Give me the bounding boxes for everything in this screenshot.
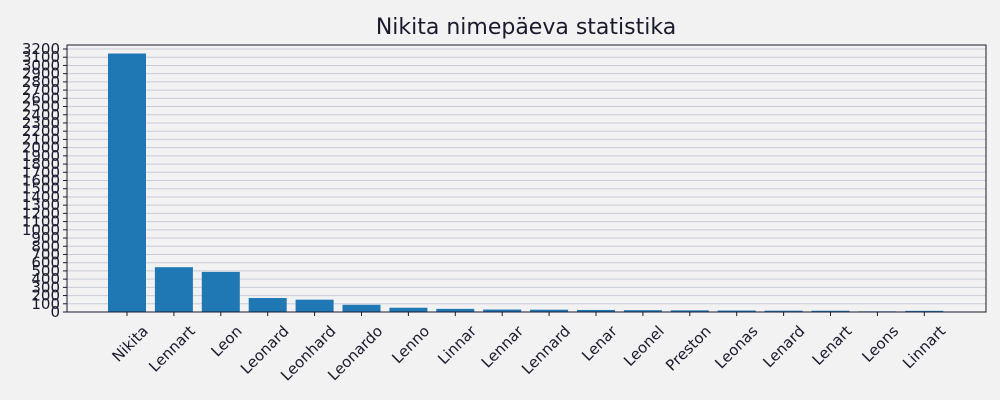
y-tick-label: 3000	[22, 56, 60, 74]
x-tick-label: Lennard	[518, 322, 574, 378]
y-tick-label: 3100	[22, 48, 60, 66]
bar-lenar	[577, 309, 615, 312]
bar-preston	[670, 310, 709, 312]
y-tick-label: 2400	[22, 106, 60, 124]
bar-nikita	[108, 53, 146, 312]
bar-leon	[201, 271, 240, 312]
x-tick-label: Preston	[662, 322, 714, 374]
y-tick-label: 2000	[22, 139, 60, 157]
y-tick-label: 1000	[22, 221, 60, 239]
y-tick-label: 1500	[22, 180, 60, 198]
x-tick-label: Leon	[207, 322, 245, 360]
y-tick-label: 1800	[22, 155, 60, 173]
bar-linnar	[436, 308, 475, 312]
x-tick-label: Leonel	[620, 322, 668, 370]
x-tick-label: Lennart	[145, 322, 199, 376]
y-tick-label: 400	[31, 270, 60, 288]
y-tick-label: 2500	[22, 98, 60, 116]
y-tick-label: 1600	[22, 172, 60, 190]
y-tick-label: 500	[31, 262, 60, 280]
bar-leonardo	[342, 304, 381, 312]
y-tick-label: 2300	[22, 114, 60, 132]
x-tick-label: Lenard	[759, 322, 808, 371]
plot-frame	[66, 44, 987, 313]
y-tick-label: 2600	[22, 89, 60, 107]
x-tick-label: Lenart	[809, 322, 856, 369]
y-tick-label: 600	[31, 254, 60, 272]
x-tick-label: Nikita	[108, 322, 151, 365]
y-tick-label: 100	[31, 295, 60, 313]
y-tick-label: 1200	[22, 204, 60, 222]
y-tick-label: 2800	[22, 73, 60, 91]
y-tick-label: 800	[31, 237, 60, 255]
bar-leonard	[248, 298, 287, 312]
y-tick-label: 1400	[22, 188, 60, 206]
y-tick-label: 200	[31, 287, 60, 305]
bar-lenart	[811, 310, 850, 312]
x-tick-label: Lenar	[578, 322, 621, 365]
bar-lenno	[389, 307, 428, 312]
bar-lenard	[764, 310, 803, 312]
grid-lines	[67, 48, 986, 313]
y-tick-label: 1100	[22, 213, 60, 231]
bar-lennart	[154, 267, 193, 312]
y-tick-label: 700	[31, 245, 60, 263]
y-tick-label: 900	[31, 229, 60, 247]
bar-leonhard	[295, 299, 334, 312]
y-tick-label: 3200	[22, 40, 60, 58]
bars	[108, 53, 944, 312]
bar-leonel	[623, 310, 662, 312]
bar-leonas	[717, 310, 756, 312]
bar-linnart	[905, 310, 944, 312]
y-tick-label: 1700	[22, 163, 60, 181]
y-tick-label: 0	[50, 303, 60, 321]
y-tick-label: 2100	[22, 130, 60, 148]
y-axis: 0100200300400500600700800900100011001200…	[22, 40, 67, 321]
bar-lennard	[530, 309, 569, 312]
bar-lennar	[483, 309, 522, 312]
y-tick-label: 300	[31, 278, 60, 296]
x-tick-label: Leons	[859, 322, 903, 366]
x-tick-label: Lenno	[388, 322, 433, 367]
chart-title: Nikita nimepäeva statistika	[376, 15, 676, 40]
y-tick-label: 2200	[22, 122, 60, 140]
y-tick-label: 2900	[22, 65, 60, 83]
x-tick-label: Linnart	[899, 322, 949, 372]
x-tick-label: Linnar	[434, 322, 480, 368]
y-tick-label: 1300	[22, 196, 60, 214]
y-tick-label: 2700	[22, 81, 60, 99]
x-tick-label: Leonas	[711, 322, 761, 372]
y-tick-label: 1900	[22, 147, 60, 165]
